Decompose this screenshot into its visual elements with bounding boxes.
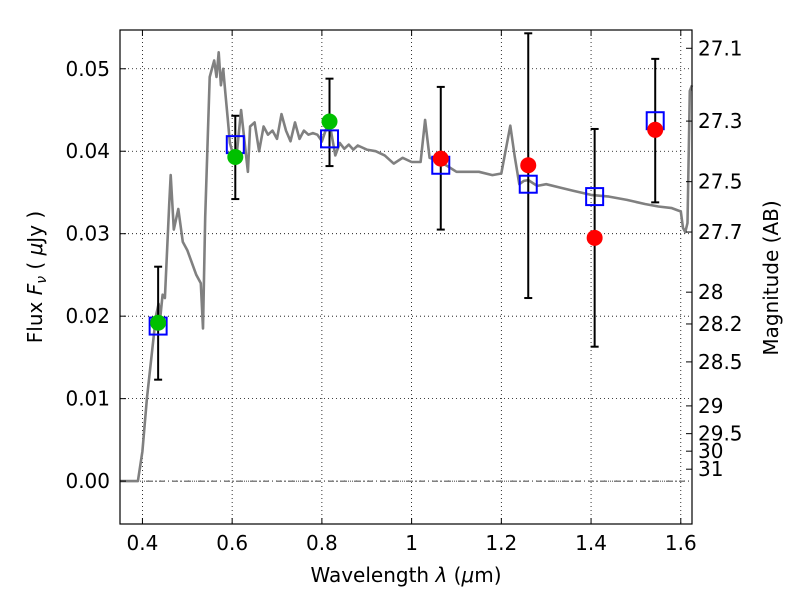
y-tick-label: 0.00 [65,469,110,493]
x-tick-label: 1.4 [575,531,607,555]
model-sed-curve [120,51,694,483]
observed-point-green [227,149,244,166]
data-layer [120,32,694,483]
observed-point-green [321,113,338,130]
magnitude-tick-label: 27.3 [698,109,743,133]
x-tick-label: 1.2 [485,531,517,555]
observed-point-red [432,150,449,167]
observed-point-red [520,157,537,174]
observed-point-red [647,121,664,138]
magnitude-tick-label: 29 [698,394,723,418]
tick-layer: 0.4 0.6 0.8 1 1.2 1.4 1.6 0.00 0.01 0.02 0.03 0.04 0… [65,30,743,555]
x-axis-label: Wavelength λ (μm) [310,563,501,587]
magnitude-tick-label: 27.7 [698,220,743,244]
magnitude-tick-label: 30 [698,439,723,463]
x-tick-label: 0.4 [127,531,159,555]
y-tick-label: 0.02 [65,304,110,328]
x-tick-label: 0.8 [306,531,338,555]
y-axis-label: Flux Fν ( μJy ) [23,211,50,343]
x-tick-label: 1 [405,531,418,555]
grid-layer [120,30,692,524]
y-tick-label: 0.05 [65,57,110,81]
observed-point-green [150,314,167,331]
model-flux-square [518,174,538,194]
magnitude-axis-label: Magnitude (AB) [759,200,783,355]
magnitude-tick-label: 27.1 [698,36,743,60]
magnitude-tick-label: 27.5 [698,170,743,194]
x-tick-label: 0.6 [216,531,248,555]
model-flux-square [320,129,340,149]
magnitude-tick-label: 28.5 [698,350,743,374]
y-tick-label: 0.01 [65,387,110,411]
magnitude-tick-label: 31 [698,457,723,481]
plot-frame [119,29,693,525]
x-tick-label: 1.6 [665,531,697,555]
y-tick-label: 0.04 [65,139,110,163]
y-tick-label: 0.03 [65,222,110,246]
observed-point-red [586,229,603,246]
magnitude-tick-label: 28.2 [698,312,743,336]
model-flux-square [585,187,605,207]
magnitude-tick-label: 28 [698,280,723,304]
magnitude-tick-label: 29.5 [698,422,743,446]
